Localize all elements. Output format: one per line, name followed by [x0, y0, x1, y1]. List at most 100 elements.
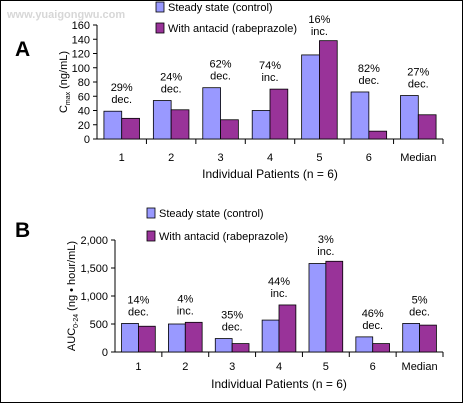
bar-control: [168, 323, 186, 353]
chart-panel-A: A020406080100120140160Cmax(ng/mL)129%dec…: [15, 1, 444, 181]
bar-antacid: [121, 117, 140, 140]
y-tick-label: 2,000: [80, 235, 108, 247]
bar-control: [301, 54, 320, 140]
bar-antacid: [269, 88, 289, 140]
change-direction-label: dec.: [210, 71, 231, 83]
change-percent-label: 3%: [318, 234, 334, 246]
y-tick-label: 0: [102, 347, 108, 359]
bar-control: [350, 91, 370, 140]
bar-control: [121, 323, 139, 353]
x-tick-label: 2: [182, 361, 188, 373]
change-percent-label: 27%: [407, 67, 429, 79]
chart-panel-B: B 0 500 1,000 1,500 2,000 AUC0-24 (ng • hour/mL…: [15, 207, 444, 391]
change-direction-label: dec.: [362, 320, 383, 332]
y-tick-label: 1,000: [80, 291, 108, 303]
bar-control: [152, 100, 172, 140]
y-tick-label: 0: [84, 134, 90, 146]
y-tick-label: 60: [78, 91, 90, 103]
bar-antacid: [419, 324, 437, 353]
bar-control: [308, 263, 327, 353]
y-tick-label: 20: [78, 120, 90, 132]
change-percent-label: 14%: [127, 294, 149, 306]
y-tick-label: 120: [72, 49, 90, 61]
x-tick-label: 1: [119, 152, 125, 164]
bar-antacid: [319, 40, 338, 140]
x-tick-label: 1: [135, 361, 141, 373]
change-percent-label: 24%: [160, 72, 182, 84]
bar-antacid: [184, 321, 203, 353]
change-percent-label: 16%: [308, 14, 330, 26]
legend-swatch-control: [155, 1, 165, 13]
y-axis-label: AUC0-24 (ng • hour/mL): [66, 241, 80, 351]
y-axis-label-sub: max: [65, 91, 72, 105]
bar-control: [202, 87, 221, 140]
bar-antacid: [417, 114, 437, 140]
y-tick-label: 40: [78, 106, 90, 118]
change-percent-label: 4%: [177, 293, 193, 305]
legend-swatch-control: [146, 207, 156, 219]
x-axis-label: Individual Patients (n = 6): [211, 377, 347, 391]
legend-swatch-antacid: [146, 230, 156, 242]
x-tick-label: 4: [276, 361, 282, 373]
change-percent-label: 44%: [268, 276, 290, 288]
x-tick-label: 2: [168, 152, 174, 164]
bar-control: [355, 336, 374, 353]
x-tick-label: 5: [323, 361, 329, 373]
y-tick-label: 80: [78, 77, 90, 89]
x-tick-label: Median: [400, 152, 436, 164]
change-percent-label: 82%: [358, 63, 380, 75]
y-axis-label-main: AUC: [66, 328, 78, 351]
x-tick-label: Median: [402, 361, 438, 373]
panel-label: A: [15, 38, 30, 61]
legend-swatch-antacid: [155, 22, 165, 34]
y-tick-label: 100: [72, 63, 90, 75]
change-percent-label: 29%: [111, 82, 133, 94]
change-percent-label: 5%: [412, 294, 428, 306]
change-direction-label: dec.: [358, 75, 379, 87]
panel-label: B: [15, 219, 30, 242]
bar-control: [103, 110, 123, 140]
change-percent-label: 62%: [210, 59, 232, 71]
bar-antacid: [278, 304, 297, 353]
x-axis-label: Individual Patients (n = 6): [202, 167, 338, 181]
y-tick-label: 160: [72, 20, 90, 32]
y-tick-label: 500: [90, 319, 108, 331]
bar-antacid: [372, 343, 390, 353]
x-tick-label: 6: [366, 152, 372, 164]
y-axis-label-unit: (ng/mL): [58, 51, 70, 89]
x-tick-label: 5: [316, 152, 322, 164]
change-direction-label: dec.: [128, 306, 149, 318]
bar-control: [261, 319, 280, 353]
legend-label: Steady state (control): [159, 208, 264, 220]
y-axis-label: Cmax (ng/mL): [58, 51, 72, 113]
x-tick-label: 3: [218, 152, 224, 164]
change-direction-label: inc.: [261, 72, 278, 84]
legend-label: With antacid (rabeprazole): [168, 23, 297, 35]
bar-antacid: [325, 260, 344, 353]
change-direction-label: inc.: [317, 246, 334, 258]
bar-antacid: [368, 130, 388, 140]
change-direction-label: inc.: [177, 305, 194, 317]
change-direction-label: dec.: [111, 94, 132, 106]
bar-antacid: [170, 109, 190, 140]
legend-label: Steady state (control): [168, 2, 273, 14]
legend-label: With antacid (rabeprazole): [159, 231, 288, 243]
bar-control: [402, 323, 420, 353]
change-percent-label: 74%: [259, 60, 281, 72]
change-direction-label: dec.: [408, 79, 429, 91]
y-axis-label-sub: 0-24: [73, 314, 80, 328]
bar-antacid: [231, 343, 250, 353]
change-direction-label: inc.: [270, 288, 287, 300]
x-tick-label: 3: [229, 361, 235, 373]
bar-control: [400, 95, 419, 140]
bar-antacid: [138, 325, 156, 353]
y-axis-label-main: C: [58, 105, 70, 113]
x-tick-label: 6: [370, 361, 376, 373]
change-direction-label: dec.: [409, 306, 430, 318]
x-tick-label: 4: [267, 152, 273, 164]
y-tick-label: 140: [72, 34, 90, 46]
change-direction-label: dec.: [161, 84, 182, 96]
change-percent-label: 46%: [362, 308, 384, 320]
